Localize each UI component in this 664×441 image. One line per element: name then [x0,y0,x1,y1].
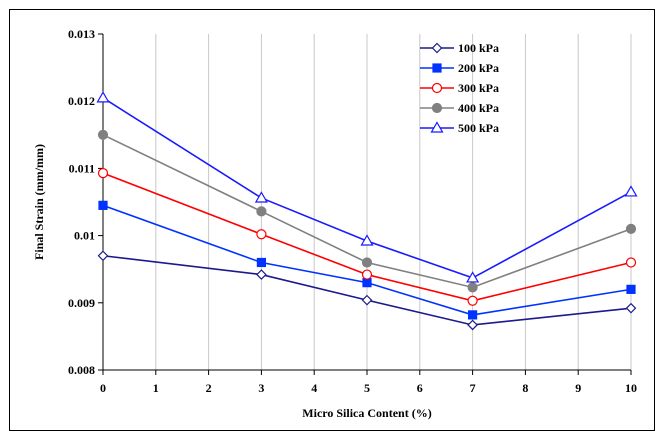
data-point [625,257,637,268]
series-2 [98,200,636,320]
series-3 [97,168,637,306]
y-tick-label: 0.011 [69,161,95,175]
series-layer [96,91,638,331]
data-point [468,310,478,320]
data-point [361,257,373,268]
x-axis-title: Micro Silica Content (%) [302,406,431,420]
x-tick-label: 9 [575,381,581,395]
series-5 [96,91,638,283]
axes [98,33,632,375]
data-point [466,271,480,283]
x-tick-label: 0 [100,381,106,395]
legend-item: 500 kPa [420,121,499,135]
data-point [467,319,478,331]
x-tick-label: 7 [470,381,476,395]
chart-frame [9,9,655,431]
data-point [97,250,109,262]
legend-label: 200 kPa [458,61,499,75]
legend-item: 200 kPa [420,61,499,75]
data-point [625,302,637,314]
data-point [98,200,108,210]
data-point [256,229,267,240]
y-axis-title: Final Strain (mm/mm) [32,144,46,260]
tick-labels: 0.008 0.009 0.01 0.011 0.012 0.013 0 1 2 3 4 5 6 7 8 9 1… [68,27,637,395]
series-1 [97,250,637,331]
data-point [361,269,373,280]
data-point [361,294,373,306]
legend-marker [431,42,443,54]
legend-marker [431,82,443,94]
x-tick-label: 2 [206,381,212,395]
data-point [97,129,109,140]
x-tick-label: 5 [364,381,370,395]
legend-item: 400 kPa [420,101,499,115]
data-point [625,223,637,234]
grid-lines [155,34,632,370]
legend-label: 100 kPa [458,41,499,55]
data-point [254,191,268,203]
legend-marker [431,102,443,114]
x-tick-label: 8 [522,381,528,395]
y-tick-label: 0.008 [68,363,95,377]
data-point [626,284,636,294]
x-tick-label: 6 [417,381,423,395]
data-point [467,295,478,306]
data-point [360,234,374,246]
legend-marker [432,63,442,73]
legend: 100 kPa 200 kPa 300 kPa 400 kPa 500 kPa [420,41,499,135]
data-point [362,278,372,288]
legend-label: 400 kPa [458,101,499,115]
data-point [256,257,266,268]
x-tick-label: 3 [258,381,264,395]
data-point [624,185,638,197]
y-tick-label: 0.012 [68,94,95,108]
legend-marker [430,121,444,133]
legend-label: 500 kPa [458,121,499,135]
legend-item: 100 kPa [420,41,499,55]
x-tick-label: 1 [153,381,159,395]
series-4 [97,129,637,293]
x-tick-label: 4 [311,381,317,395]
data-point [467,282,478,293]
x-tick-label: 10 [625,381,637,395]
data-point [256,269,267,280]
legend-label: 300 kPa [458,81,499,95]
y-tick-label: 0.013 [68,27,95,41]
legend-item: 300 kPa [420,81,499,95]
y-tick-label: 0.009 [68,296,95,310]
data-point [256,206,267,217]
data-point [96,91,110,103]
y-tick-label: 0.01 [74,229,95,243]
data-point [97,168,109,179]
